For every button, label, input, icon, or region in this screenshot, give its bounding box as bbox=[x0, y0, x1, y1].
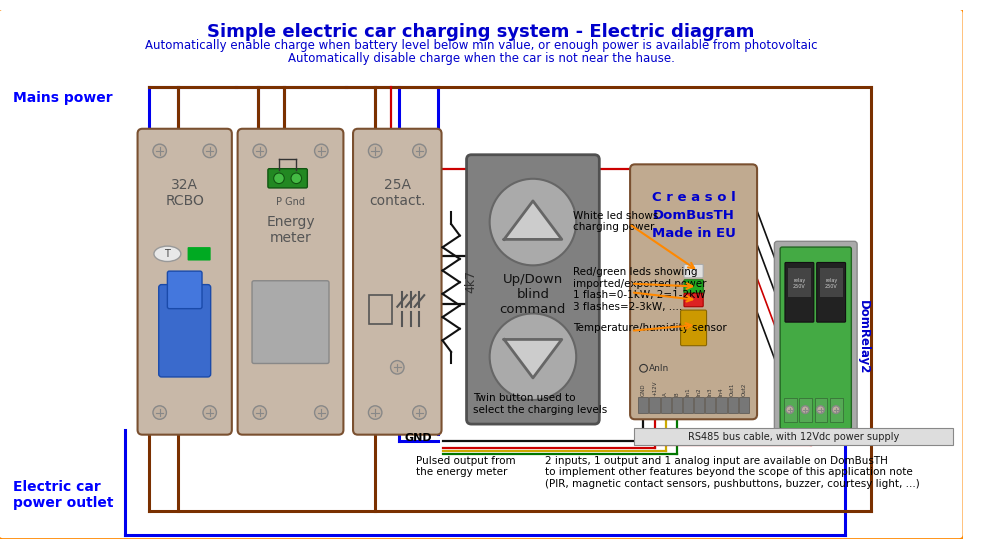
FancyBboxPatch shape bbox=[137, 129, 232, 435]
Text: Up/Down
blind
command: Up/Down blind command bbox=[499, 273, 567, 316]
Circle shape bbox=[203, 406, 216, 419]
FancyBboxPatch shape bbox=[780, 247, 851, 429]
Text: Electric car
power outlet: Electric car power outlet bbox=[13, 480, 114, 510]
FancyBboxPatch shape bbox=[706, 397, 716, 412]
FancyBboxPatch shape bbox=[817, 262, 846, 322]
Circle shape bbox=[153, 144, 166, 158]
Circle shape bbox=[817, 406, 825, 413]
FancyBboxPatch shape bbox=[268, 169, 307, 188]
Circle shape bbox=[412, 144, 426, 158]
Text: Mains power: Mains power bbox=[13, 91, 113, 105]
Circle shape bbox=[786, 406, 794, 413]
Text: In2: In2 bbox=[697, 388, 702, 396]
Circle shape bbox=[832, 406, 840, 413]
FancyBboxPatch shape bbox=[353, 129, 441, 435]
FancyBboxPatch shape bbox=[820, 268, 843, 297]
FancyBboxPatch shape bbox=[466, 155, 600, 424]
Circle shape bbox=[314, 406, 328, 419]
Text: T: T bbox=[164, 249, 170, 259]
FancyBboxPatch shape bbox=[788, 268, 811, 297]
Text: 2 inputs, 1 output and 1 analog input are available on DomBusTH
to implement oth: 2 inputs, 1 output and 1 analog input ar… bbox=[546, 456, 920, 489]
Circle shape bbox=[203, 144, 216, 158]
FancyBboxPatch shape bbox=[187, 247, 210, 261]
Circle shape bbox=[489, 313, 577, 400]
Text: B: B bbox=[675, 393, 680, 396]
Text: GND: GND bbox=[641, 384, 646, 396]
FancyBboxPatch shape bbox=[684, 293, 703, 307]
Circle shape bbox=[273, 173, 284, 183]
Text: In4: In4 bbox=[719, 388, 724, 396]
FancyBboxPatch shape bbox=[684, 280, 703, 293]
FancyBboxPatch shape bbox=[252, 281, 329, 363]
FancyBboxPatch shape bbox=[815, 398, 827, 422]
Text: 25A
contact.: 25A contact. bbox=[369, 178, 425, 208]
Circle shape bbox=[253, 144, 266, 158]
Text: +12V: +12V bbox=[652, 380, 657, 396]
Circle shape bbox=[253, 406, 266, 419]
Text: Pulsed output from
the energy meter: Pulsed output from the energy meter bbox=[415, 456, 516, 478]
FancyBboxPatch shape bbox=[630, 164, 757, 419]
Text: GND: GND bbox=[404, 433, 431, 442]
Circle shape bbox=[390, 361, 404, 374]
FancyBboxPatch shape bbox=[785, 262, 814, 322]
Text: Out2: Out2 bbox=[742, 383, 747, 396]
Text: relay
250V: relay 250V bbox=[793, 278, 806, 289]
Text: In3: In3 bbox=[708, 388, 713, 396]
Circle shape bbox=[314, 144, 328, 158]
Text: In1: In1 bbox=[686, 388, 691, 396]
Polygon shape bbox=[505, 339, 562, 378]
FancyBboxPatch shape bbox=[683, 397, 693, 412]
FancyBboxPatch shape bbox=[775, 242, 857, 435]
Text: P Gnd: P Gnd bbox=[276, 197, 305, 207]
Text: RS485 bus cable, with 12Vdc power supply: RS485 bus cable, with 12Vdc power supply bbox=[688, 432, 899, 441]
Text: AnIn: AnIn bbox=[650, 364, 670, 373]
FancyBboxPatch shape bbox=[237, 129, 343, 435]
Circle shape bbox=[802, 406, 809, 413]
Text: Simple electric car charging system - Electric diagram: Simple electric car charging system - El… bbox=[207, 23, 755, 41]
Circle shape bbox=[368, 144, 382, 158]
FancyBboxPatch shape bbox=[0, 9, 964, 540]
Circle shape bbox=[412, 406, 426, 419]
FancyBboxPatch shape bbox=[681, 310, 707, 346]
FancyBboxPatch shape bbox=[159, 284, 210, 377]
Text: Automatically disable charge when the car is not near the hause.: Automatically disable charge when the ca… bbox=[287, 52, 675, 65]
FancyBboxPatch shape bbox=[694, 397, 705, 412]
Text: White led shows
charging power: White led shows charging power bbox=[574, 210, 659, 232]
FancyBboxPatch shape bbox=[717, 397, 727, 412]
Text: Automatically enable charge when battery level below min value, or enough power : Automatically enable charge when battery… bbox=[145, 40, 817, 52]
Text: Temperature/humidity sensor: Temperature/humidity sensor bbox=[574, 323, 727, 333]
Text: A: A bbox=[664, 393, 669, 396]
FancyBboxPatch shape bbox=[739, 397, 749, 412]
Text: DomRelay2: DomRelay2 bbox=[857, 300, 870, 375]
FancyBboxPatch shape bbox=[672, 397, 682, 412]
FancyBboxPatch shape bbox=[167, 271, 202, 309]
Text: 32A
RCBO: 32A RCBO bbox=[165, 178, 204, 208]
Text: Twin button used to
select the charging levels: Twin button used to select the charging … bbox=[473, 393, 608, 415]
Circle shape bbox=[489, 179, 577, 265]
Text: relay
250V: relay 250V bbox=[825, 278, 838, 289]
Circle shape bbox=[291, 173, 301, 183]
Circle shape bbox=[368, 406, 382, 419]
Ellipse shape bbox=[154, 246, 181, 261]
FancyBboxPatch shape bbox=[800, 398, 812, 422]
Text: Red/green leds showing
imported/exported power
1 flash=0-1kW, 2=1-2kW
3 flashes=: Red/green leds showing imported/exported… bbox=[574, 267, 707, 312]
FancyBboxPatch shape bbox=[661, 397, 671, 412]
FancyBboxPatch shape bbox=[728, 397, 738, 412]
FancyBboxPatch shape bbox=[650, 397, 660, 412]
FancyBboxPatch shape bbox=[784, 398, 797, 422]
Circle shape bbox=[153, 406, 166, 419]
Polygon shape bbox=[505, 201, 562, 239]
FancyBboxPatch shape bbox=[830, 398, 843, 422]
FancyBboxPatch shape bbox=[634, 428, 953, 445]
Text: Out1: Out1 bbox=[730, 383, 735, 396]
Text: C r e a s o l
DomBusTH
Made in EU: C r e a s o l DomBusTH Made in EU bbox=[652, 191, 736, 240]
Text: Energy
meter: Energy meter bbox=[266, 215, 315, 245]
Text: 4k7: 4k7 bbox=[464, 270, 477, 293]
FancyBboxPatch shape bbox=[684, 265, 703, 278]
FancyBboxPatch shape bbox=[639, 397, 649, 412]
